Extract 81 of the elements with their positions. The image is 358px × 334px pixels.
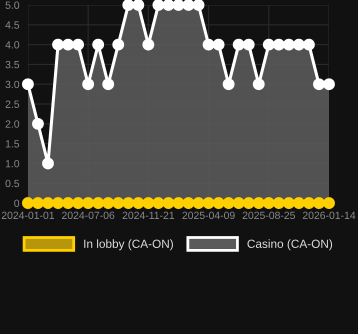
point	[182, 0, 194, 11]
point	[252, 78, 265, 90]
point	[222, 78, 235, 90]
point	[292, 197, 305, 209]
x-tick-label: 2026-01-14	[302, 212, 356, 220]
point	[252, 197, 265, 209]
legend-label: In lobby (CA-ON)	[84, 239, 173, 250]
point	[242, 197, 255, 209]
point	[182, 197, 194, 209]
point	[62, 197, 74, 209]
point	[62, 38, 74, 51]
y-tick-label: 1.5	[6, 140, 20, 148]
point	[22, 78, 34, 90]
point	[52, 197, 64, 209]
point	[132, 197, 144, 209]
x-tick-label: 2024-01-01	[2, 212, 54, 220]
point	[52, 38, 64, 51]
y-tick-label: 0.5	[6, 180, 20, 188]
y-tick-label: 4.5	[5, 21, 20, 29]
point	[42, 158, 54, 170]
point	[202, 197, 214, 209]
point	[202, 38, 214, 51]
x-tick-label: 2025-08-25	[242, 212, 295, 220]
y-tick-label: 0	[14, 200, 20, 207]
y-tick-label: 4.0	[5, 41, 20, 48]
point	[132, 0, 144, 11]
y-tick-label: 3.5	[6, 60, 20, 68]
y-tick-label: 3.0	[6, 80, 20, 88]
point	[282, 38, 295, 51]
point	[242, 38, 255, 51]
point	[282, 197, 295, 209]
point	[313, 197, 325, 209]
point	[142, 38, 154, 51]
x-tick-label: 2024-07-06	[62, 212, 114, 220]
point	[192, 0, 204, 11]
point	[262, 38, 275, 51]
point	[142, 197, 154, 209]
point	[162, 0, 174, 11]
point	[323, 197, 335, 209]
point	[172, 197, 184, 209]
point	[192, 197, 204, 209]
point	[323, 78, 335, 90]
point	[122, 197, 134, 209]
y-tick-label: 2.5	[6, 100, 20, 108]
point	[102, 78, 114, 90]
point	[42, 197, 54, 209]
point	[102, 197, 114, 209]
y-tick-label: 1.0	[6, 160, 20, 168]
point	[272, 197, 285, 209]
x-tick-label: 2025-04-09	[182, 212, 235, 220]
point	[303, 38, 315, 51]
point	[212, 38, 225, 51]
point	[212, 197, 225, 209]
point	[162, 197, 174, 209]
point	[112, 38, 124, 51]
point	[262, 197, 275, 209]
point	[92, 197, 104, 209]
point	[112, 197, 124, 209]
point	[72, 38, 84, 51]
point	[303, 197, 315, 209]
point	[32, 197, 44, 209]
y-tick-label: 5.0	[6, 2, 20, 9]
point	[272, 38, 285, 51]
point	[232, 197, 245, 209]
point	[122, 0, 134, 11]
point	[32, 118, 44, 130]
point	[152, 197, 164, 209]
y-tick-label: 2.0	[6, 120, 20, 128]
point	[72, 197, 84, 209]
point	[22, 197, 34, 209]
point	[222, 197, 235, 209]
point	[82, 197, 94, 209]
point	[92, 38, 104, 51]
point	[152, 0, 164, 11]
x-tick-label: 2024-11-21	[122, 212, 174, 220]
point	[313, 78, 325, 90]
point	[292, 38, 305, 51]
point	[82, 78, 94, 90]
point	[232, 38, 245, 51]
legend-label: Casino (CA-ON)	[247, 239, 332, 250]
point	[172, 0, 184, 11]
